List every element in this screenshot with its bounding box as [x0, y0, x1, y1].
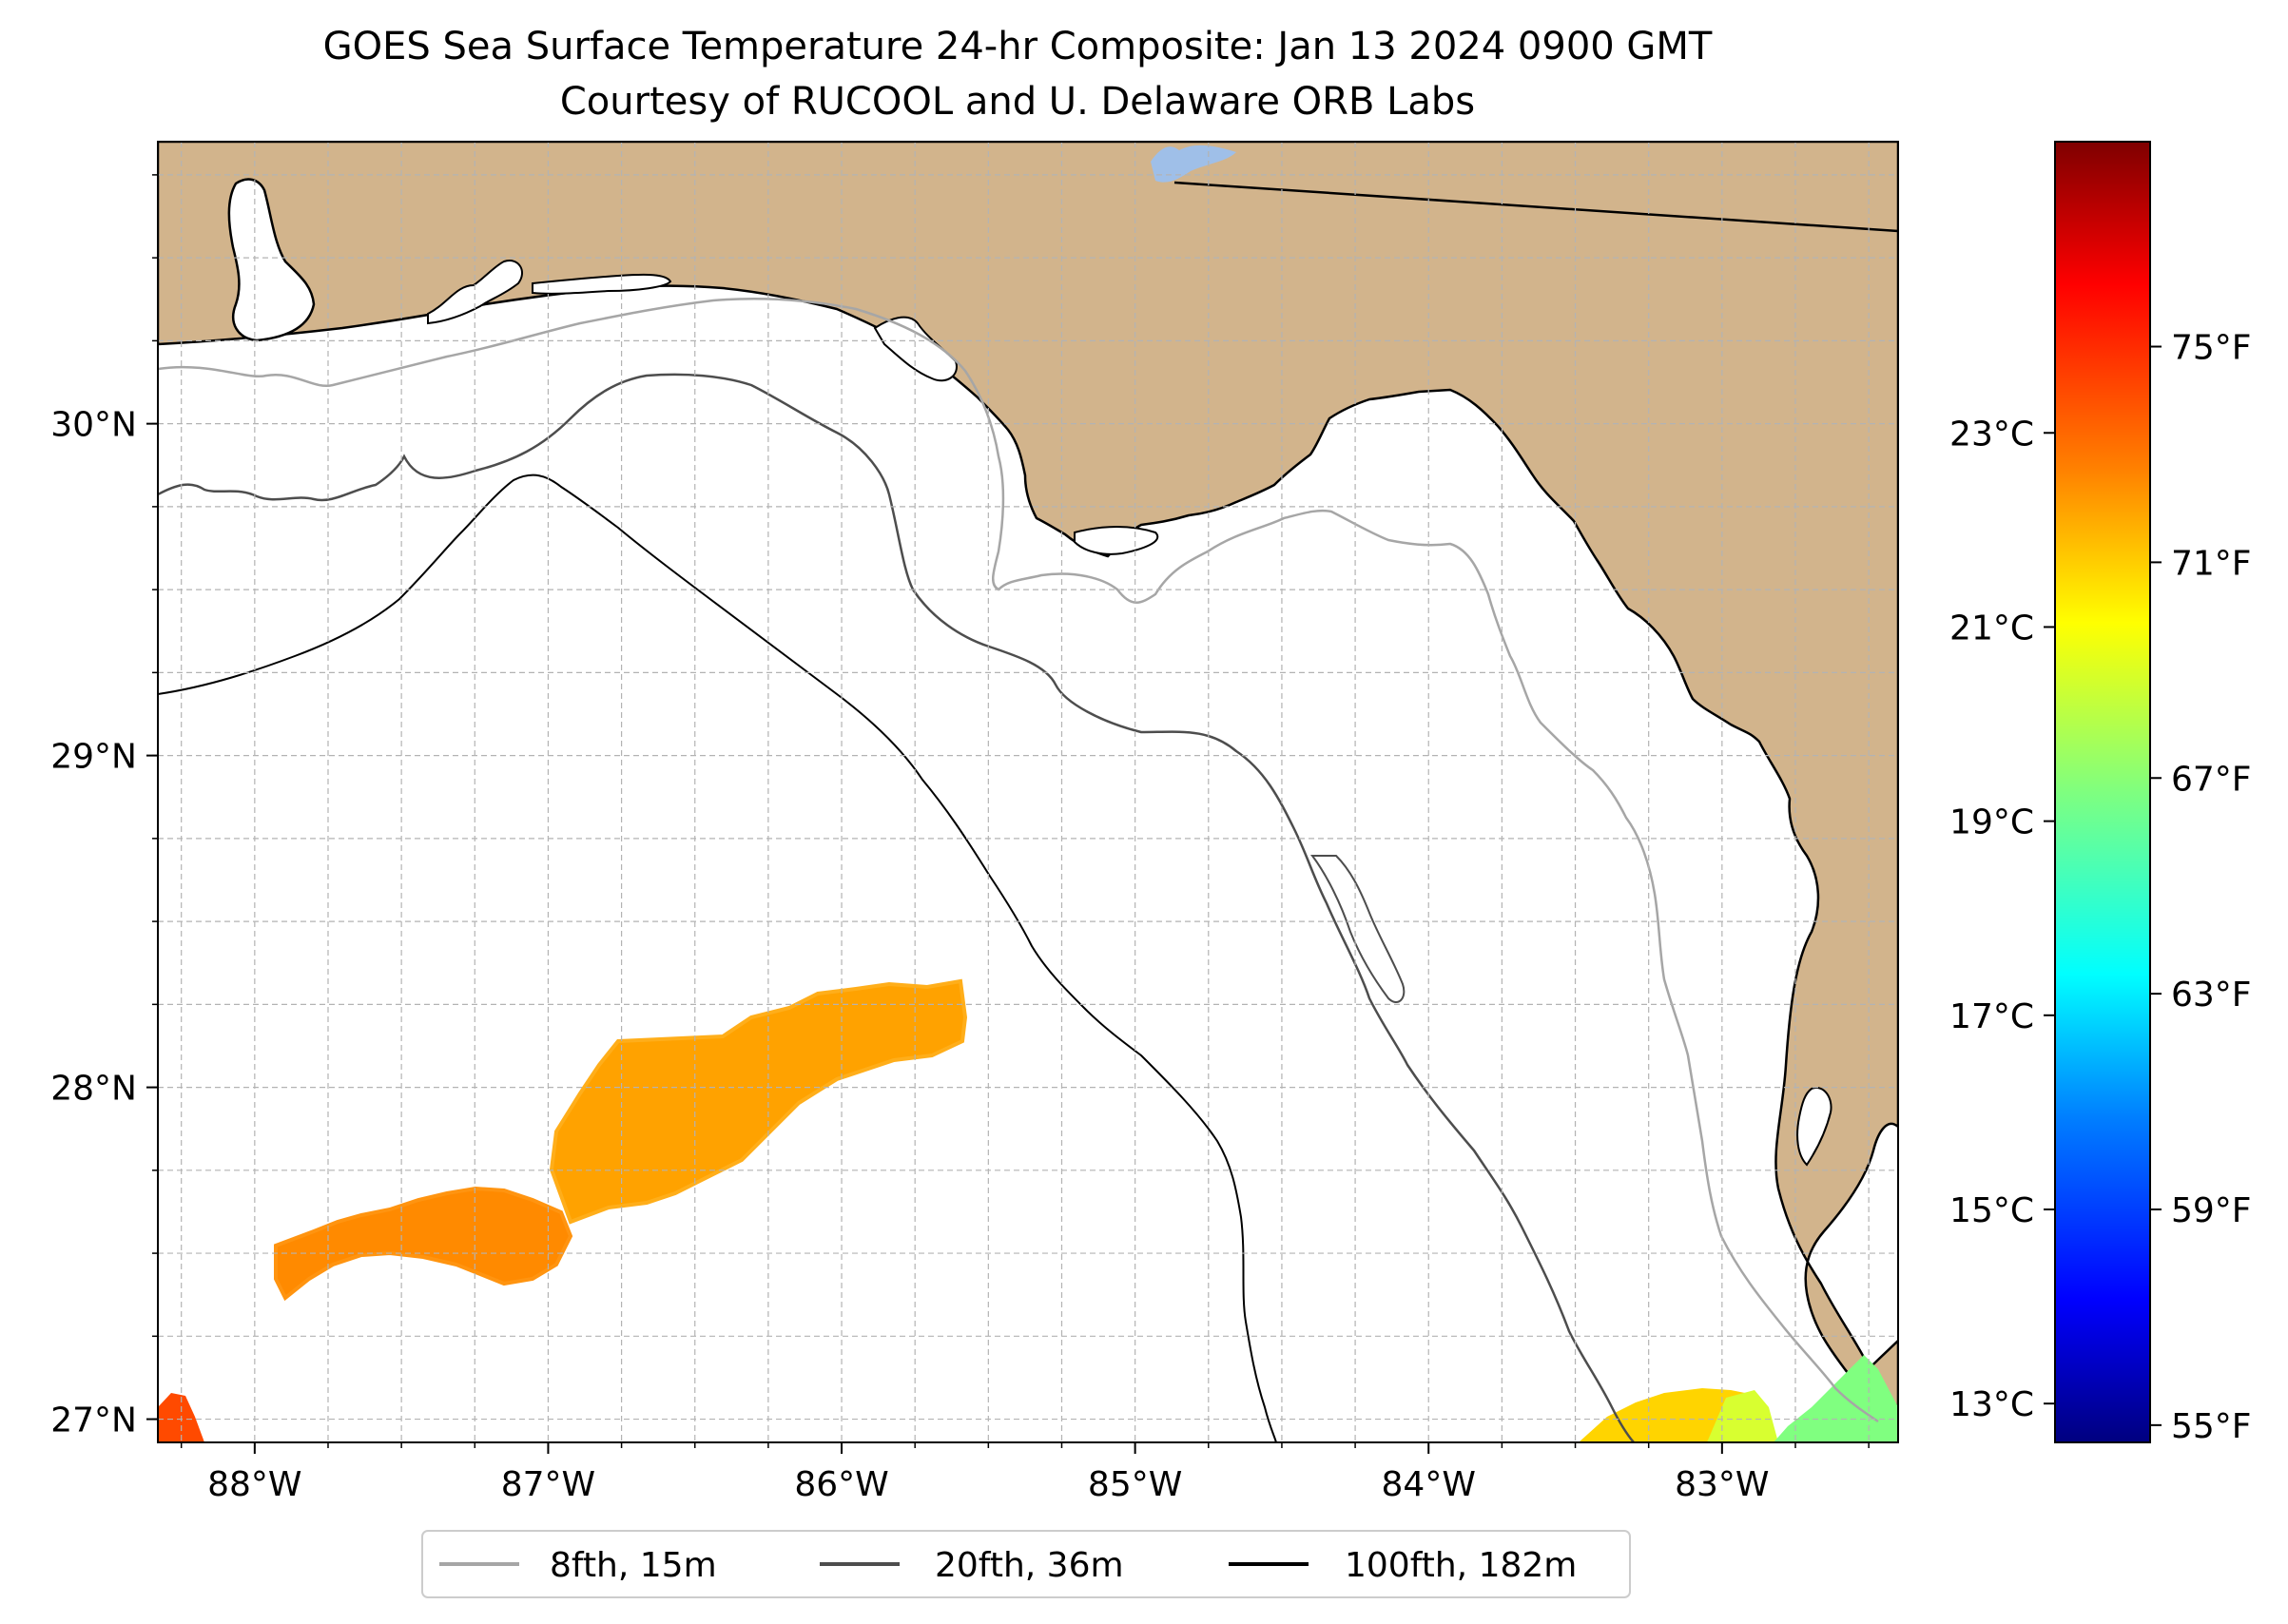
colorbar-fahrenheit-label: 71°F: [2171, 544, 2252, 583]
title-line-2: Courtesy of RUCOOL and U. Delaware ORB L…: [560, 80, 1475, 124]
legend-label-100fth: 100fth, 182m: [1345, 1546, 1577, 1585]
colorbar-gradient: [2054, 141, 2151, 1443]
map-gridlines: [158, 142, 1898, 1442]
colorbar-celsius-label: 23°C: [1949, 415, 2034, 454]
pensacola-bay: [427, 260, 523, 325]
colorbar: 13°C 15°C 17°C 19°C 21°C 23°C 55°F 59°F 63°F 67°…: [1949, 141, 2252, 1446]
colorbar-celsius-label: 17°C: [1949, 997, 2034, 1036]
tampa-bay: [1796, 1087, 1832, 1167]
lon-tick-label: 87°W: [501, 1465, 595, 1504]
colorbar-fahrenheit-label: 67°F: [2171, 760, 2252, 799]
isobath-20fth: [158, 373, 1635, 1442]
colorbar-fahrenheit-label: 59°F: [2171, 1191, 2252, 1230]
lat-tick-label: 29°N: [50, 738, 137, 777]
lon-tick-label: 85°W: [1088, 1465, 1182, 1504]
lon-tick-label: 88°W: [207, 1465, 301, 1504]
latitude-axis: 30°N 29°N 28°N 27°N: [50, 174, 158, 1440]
mobile-bay: [227, 178, 316, 342]
colorbar-celsius-ticks: 13°C 15°C 17°C 19°C 21°C 23°C: [1949, 415, 2055, 1424]
lat-tick-label: 30°N: [50, 406, 137, 445]
longitude-axis: 88°W 87°W 86°W 85°W 84°W 83°W: [180, 1442, 1870, 1504]
sst-patch-southeast-green: [1774, 1355, 1898, 1442]
colorbar-celsius-label: 19°C: [1949, 803, 2034, 842]
sst-patch-central: [549, 978, 968, 1225]
colorbar-fahrenheit-label: 75°F: [2171, 329, 2252, 368]
lon-tick-label: 86°W: [794, 1465, 888, 1504]
lat-tick-label: 28°N: [50, 1070, 137, 1109]
sst-patch-southeast-lime: [1707, 1390, 1778, 1442]
legend: 8fth, 15m 20fth, 36m 100fth, 182m: [421, 1530, 1631, 1598]
state-border-line: [1173, 181, 1898, 233]
colorbar-fahrenheit-label: 55°F: [2171, 1407, 2252, 1446]
colorbar-fahrenheit-label: 63°F: [2171, 976, 2252, 1015]
isobath-100fth: [158, 474, 1277, 1442]
colorbar-celsius-label: 15°C: [1949, 1191, 2034, 1230]
title-line-1: GOES Sea Surface Temperature 24-hr Compo…: [323, 25, 1713, 68]
lon-tick-label: 83°W: [1675, 1465, 1769, 1504]
apalachicola-bay: [1074, 526, 1159, 555]
isobath-20fth-shoals: [1310, 855, 1406, 1003]
colorbar-celsius-label: 21°C: [1949, 609, 2034, 648]
legend-label-20fth: 20fth, 36m: [935, 1546, 1124, 1585]
choctawhatchee-bay: [532, 273, 672, 295]
colorbar-celsius-label: 13°C: [1949, 1385, 2034, 1424]
map-frame: [157, 141, 1899, 1443]
lon-tick-label: 84°W: [1382, 1465, 1476, 1504]
inland-lake: [1151, 145, 1236, 183]
legend-label-8fth: 8fth, 15m: [550, 1546, 717, 1585]
map-area: [158, 142, 1898, 1442]
isobath-8fth: [158, 298, 1879, 1423]
colorbar-fahrenheit-ticks: 55°F 59°F 63°F 67°F 71°F 75°F: [2150, 329, 2252, 1446]
lat-tick-label: 27°N: [50, 1402, 137, 1440]
legend-frame: [421, 1530, 1631, 1598]
land-mass: [158, 142, 1898, 1442]
sst-patch-western-tongue: [274, 1186, 573, 1302]
